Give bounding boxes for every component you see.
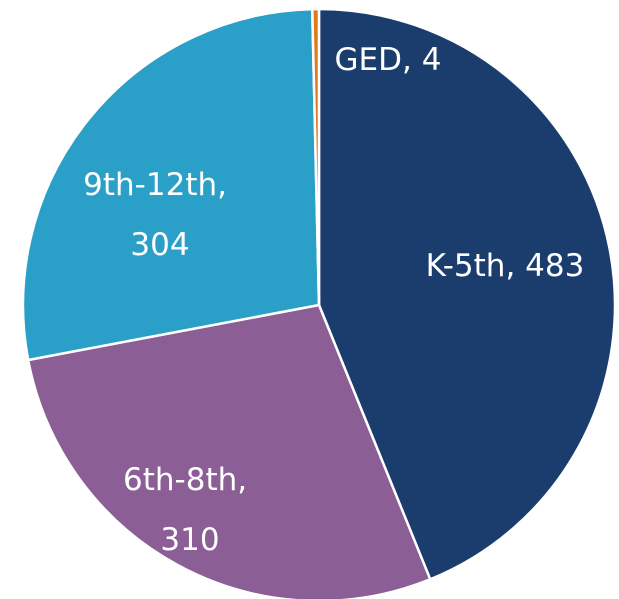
data-label-line: 310 <box>160 522 219 558</box>
pie-slice <box>21 7 321 362</box>
data-label-line: 304 <box>130 227 189 263</box>
data-label: 9th-12th, 304 <box>83 167 237 263</box>
data-label: GED, 4 <box>335 42 442 78</box>
data-label-line: 6th-8th, <box>123 462 257 498</box>
pie-slice <box>317 7 617 581</box>
pie-slice <box>26 303 432 599</box>
data-label: 6th-8th, 310 <box>123 462 257 558</box>
pie-slice <box>310 7 321 306</box>
data-label-line: 9th-12th, <box>83 167 237 203</box>
data-label: K-5th, 483 <box>426 248 585 284</box>
